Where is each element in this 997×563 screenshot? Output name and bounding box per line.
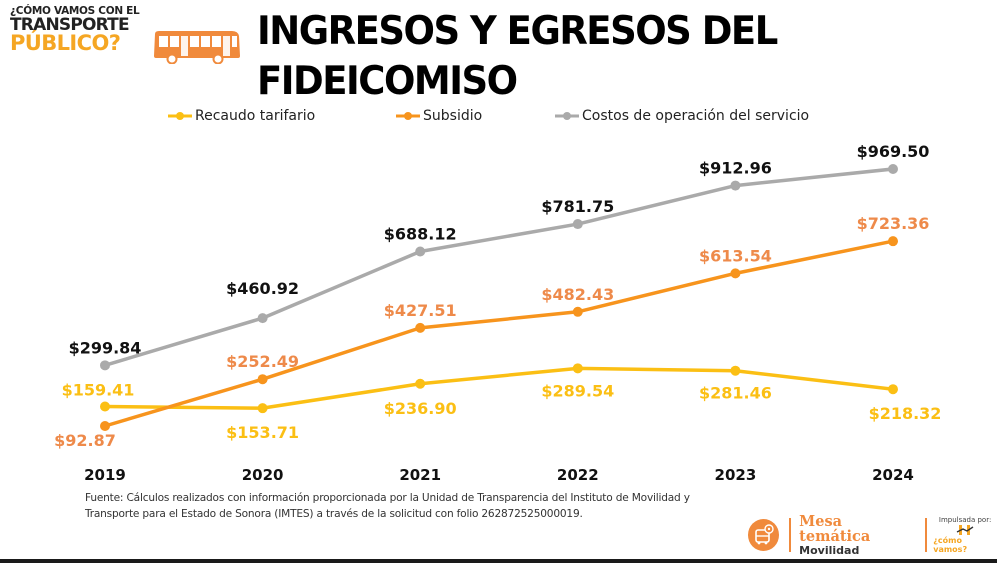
x-tick-label: 2021 [399, 466, 441, 484]
impulsada-label: Impulsada por: [938, 516, 992, 524]
legend-label: Subsidio [423, 108, 483, 124]
data-label-recaudo: $281.46 [699, 384, 772, 403]
x-tick-label: 2019 [84, 466, 126, 484]
data-point-recaudo [257, 403, 268, 414]
data-label-costos: $460.92 [226, 279, 299, 298]
title-line-2: FIDEICOMISO [257, 58, 518, 104]
data-point-subsidio [572, 306, 583, 317]
data-point-costos [730, 180, 741, 191]
series-line-recaudo [104, 366, 894, 410]
brand-line-1: ¿CÓMO VAMOS CON EL [10, 5, 140, 17]
como-vamos-label: ¿cómo vamos? [933, 536, 968, 554]
brand-line-2: TRANSPORTE [10, 15, 130, 35]
data-label-subsidio: $427.51 [384, 301, 457, 320]
x-tick-label: 2023 [715, 466, 757, 484]
legend-label: Costos de operación del servicio [582, 108, 810, 124]
data-point-costos [888, 164, 898, 174]
data-label-recaudo: $236.90 [384, 399, 457, 418]
series-line-subsidio [104, 239, 894, 428]
brand-line-3: PÚBLICO? [10, 31, 121, 55]
legend-item-subsidio: Subsidio [396, 108, 482, 124]
data-label-costos: $781.75 [541, 197, 614, 216]
x-tick-label: 2022 [557, 466, 599, 484]
data-label-subsidio: $613.54 [699, 246, 772, 265]
bus-icon [154, 31, 240, 64]
data-point-subsidio [100, 421, 110, 431]
data-point-recaudo [415, 378, 426, 389]
x-tick-label: 2020 [242, 466, 284, 484]
impulsada-logo: Impulsada por: ¿cómo vamos? [933, 516, 997, 554]
data-point-costos [257, 313, 268, 324]
data-point-recaudo [100, 401, 110, 412]
data-label-costos: $912.96 [699, 159, 772, 178]
title-line-1: INGRESOS Y EGRESOS DEL [257, 8, 778, 54]
divider [789, 518, 792, 552]
data-label-subsidio: $252.49 [226, 352, 299, 371]
legend-marker-subsidio-icon [396, 112, 420, 120]
source-note: Fuente: Cálculos realizados con informac… [85, 492, 690, 520]
data-point-subsidio [730, 268, 741, 279]
data-label-recaudo: $153.71 [226, 423, 299, 442]
legend-item-costos: Costos de operación del servicio [555, 108, 809, 124]
data-label-subsidio: $92.87 [54, 431, 116, 450]
data-label-recaudo: $218.32 [869, 404, 942, 423]
legend-marker-recaudo-icon [168, 112, 192, 120]
data-label-costos: $688.12 [384, 224, 457, 243]
bottom-bar [0, 559, 997, 563]
data-label-subsidio: $723.36 [857, 214, 930, 233]
data-point-subsidio [888, 236, 898, 247]
series-line-costos [104, 167, 894, 367]
legend-label: Recaudo tarifario [195, 108, 316, 124]
data-label-recaudo: $289.54 [541, 381, 614, 400]
data-label-recaudo: $159.41 [62, 380, 135, 399]
data-point-costos [415, 246, 426, 257]
mesa-title: Mesa temática [799, 512, 871, 545]
chart-legend: Recaudo tarifario Subsidio Costos de ope… [0, 108, 997, 128]
data-point-subsidio [415, 322, 426, 333]
mesa-subtitle: Movilidad [799, 543, 860, 557]
data-point-subsidio [257, 374, 268, 385]
data-point-recaudo [730, 365, 741, 376]
legend-item-recaudo: Recaudo tarifario [168, 108, 315, 124]
data-label-subsidio: $482.43 [541, 285, 614, 304]
brand-logo: ¿CÓMO VAMOS CON EL TRANSPORTE PÚBLICO? [10, 5, 150, 55]
data-point-costos [100, 360, 110, 371]
hermosillo-logo-icon [956, 525, 974, 535]
divider [925, 518, 928, 552]
mesa-tematica-logo: Mesa temática Movilidad Impulsada por: ¿… [748, 512, 997, 557]
x-tick-label: 2024 [872, 466, 914, 484]
data-label-costos: $299.84 [69, 338, 142, 357]
data-point-recaudo [572, 363, 583, 374]
page-title: INGRESOS Y EGRESOS DEL FIDEICOMISO [257, 6, 778, 107]
legend-marker-costos-icon [555, 112, 579, 120]
data-label-costos: $969.50 [857, 142, 930, 161]
bus-location-icon [748, 519, 780, 551]
data-point-costos [572, 219, 583, 230]
data-point-recaudo [888, 384, 898, 395]
